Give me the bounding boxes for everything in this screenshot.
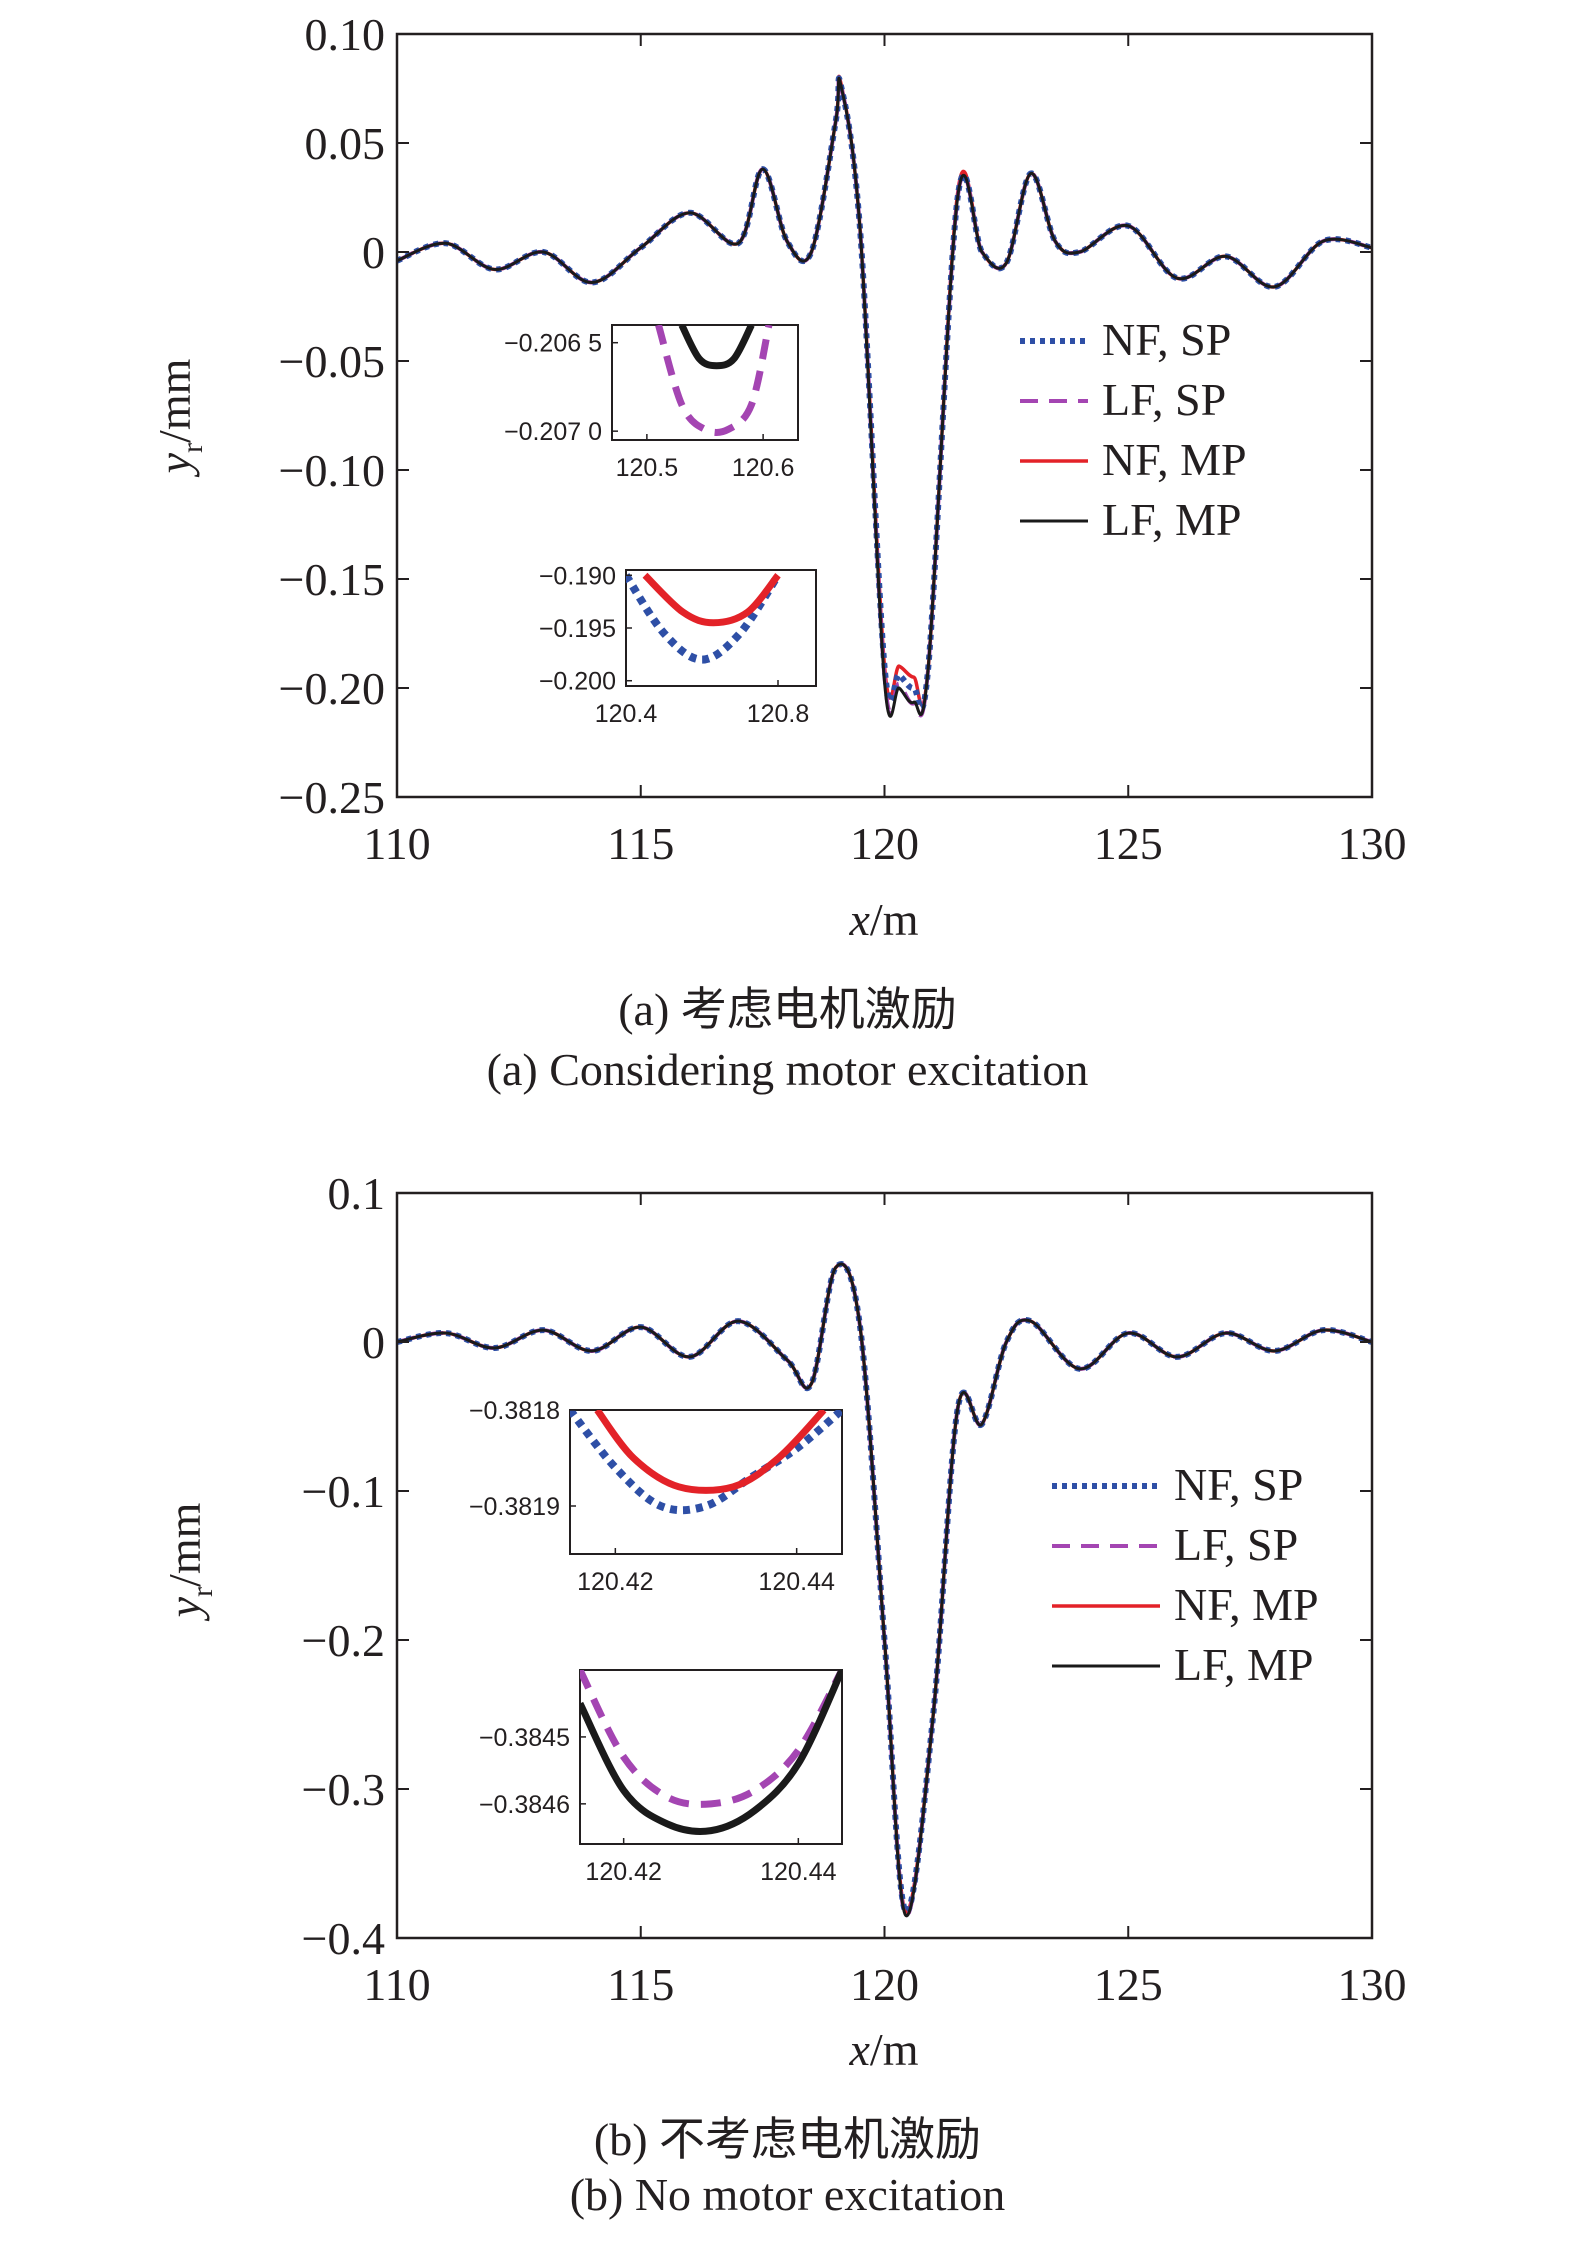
inset-y-tick-label: −0.207 0 [504,418,602,446]
inset-x-tick-label: 120.44 [760,1858,837,1886]
legend-label-nf-sp: NF, SP [1102,314,1231,365]
y-tick-label: −0.1 [302,1466,385,1517]
x-tick-label: 120 [850,818,919,869]
y-tick-label: −0.10 [279,445,385,496]
legend-label-lf-mp: LF, MP [1174,1639,1313,1690]
inset-y-tick-label: −0.195 [539,615,616,643]
x-axis-label: x/m [849,894,919,945]
x-tick-label: 110 [363,1959,430,2010]
y-axis-variable: y [149,452,200,477]
caption-a-english: (a) Considering motor excitation [486,1044,1089,1095]
inset-series-nf-mp-line [642,572,781,627]
y-tick-label: −0.05 [279,336,385,387]
y-axis-label: yr/mm [149,358,209,477]
x-axis-variable: x [849,2024,871,2075]
legend-label-lf-sp: LF, SP [1102,374,1226,425]
inset-2: 120.4 120.8 −0.190 −0.195 −0.200 [539,562,817,728]
inset-y-tick-label: −0.3818 [469,1397,560,1425]
legend-label-nf-mp: NF, MP [1174,1579,1319,1630]
x-tick-label: 130 [1338,1959,1407,2010]
y-axis-variable: y [159,1596,210,1621]
x-axis-unit: /m [870,894,919,945]
inset-x-tick-label: 120.42 [585,1858,661,1886]
x-tick-label: 125 [1094,818,1163,869]
x-tick-label: 125 [1094,1959,1163,2010]
inset-2: 120.42 120.44 −0.3845 −0.3846 [479,1669,843,1886]
x-tick-label: 130 [1338,818,1407,869]
caption-b-english: (b) No motor excitation [569,2169,1006,2220]
chart-b: 110 115 120 125 130 0.1 0 −0.1 −0.2 −0.3 −0.4 x/m yr… [159,1168,1407,2075]
y-axis-unit: /mm [159,1502,210,1587]
inset-y-tick-label: −0.206 5 [504,330,602,358]
series-lf-mp-line [396,1262,1373,1918]
inset-series-nf-sp-line [570,1410,842,1515]
x-tick-label: 115 [607,818,674,869]
legend-label-nf-mp: NF, MP [1102,434,1247,485]
y-tick-label: 0 [362,1317,385,1368]
y-tick-label: −0.3 [302,1764,385,1815]
inset-series-lf-mp-line [580,1670,842,1835]
inset-series-nf-sp-line [626,573,782,664]
x-axis-variable: x [849,894,871,945]
y-axis-subscript: r [186,1587,219,1597]
legend-label-lf-sp: LF, SP [1174,1519,1298,1570]
y-tick-label: −0.4 [302,1913,385,1964]
y-tick-label: 0.1 [328,1168,386,1219]
legend: NF, SP LF, SP NF, MP LF, MP [1020,314,1247,545]
x-tick-label: 120 [850,1959,919,2010]
inset-frame [611,324,799,441]
x-tick-label: 110 [363,818,430,869]
y-tick-label: −0.25 [279,772,385,823]
inset-series-lf-sp-line [580,1670,842,1808]
y-axis-label: yr/mm [159,1502,219,1621]
inset-frame [569,1409,843,1555]
inset-y-tick-label: −0.3846 [479,1791,570,1819]
inset-series-nf-mp-line [594,1410,827,1494]
x-axis-unit: /m [870,2024,919,2075]
inset-x-tick-label: 120.6 [732,454,795,482]
inset-series-lf-mp-line [678,325,755,370]
inset-y-tick-label: −0.200 [539,668,616,696]
y-tick-label: 0 [362,227,385,278]
inset-y-tick-label: −0.3845 [479,1724,570,1752]
series-lf-mp-line [396,76,1373,718]
caption-a-chinese: (a) 考虑电机激励 [618,984,957,1035]
inset-series-lf-sp-line [655,325,773,436]
chart-a: 110 115 120 125 130 0.10 0.05 0 −0.05 −0.10 −0.15 −… [149,9,1407,945]
x-tick-label: 115 [607,1959,674,2010]
caption-b-chinese: (b) 不考虑电机激励 [593,2114,982,2165]
y-tick-label: 0.10 [305,9,386,60]
legend: NF, SP LF, SP NF, MP LF, MP [1052,1459,1319,1690]
inset-x-tick-label: 120.5 [616,454,679,482]
y-tick-label: −0.2 [302,1615,385,1666]
inset-x-tick-label: 120.42 [577,1568,653,1596]
inset-y-tick-label: −0.3819 [469,1493,560,1521]
inset-y-tick-label: −0.190 [539,562,616,590]
y-axis-unit: /mm [149,358,200,443]
x-axis-label: x/m [849,2024,919,2075]
y-tick-label: −0.15 [279,554,385,605]
legend-label-lf-mp: LF, MP [1102,494,1241,545]
inset-1: 120.5 120.6 −0.206 5 −0.207 0 [504,324,799,482]
inset-x-tick-label: 120.8 [747,700,810,728]
inset-x-tick-label: 120.44 [758,1568,835,1596]
inset-1: 120.42 120.44 −0.3818 −0.3819 [469,1397,843,1596]
y-axis-subscript: r [176,443,209,453]
y-tick-label: 0.05 [305,118,386,169]
inset-x-tick-label: 120.4 [595,700,658,728]
y-tick-label: −0.20 [279,663,385,714]
legend-label-nf-sp: NF, SP [1174,1459,1303,1510]
